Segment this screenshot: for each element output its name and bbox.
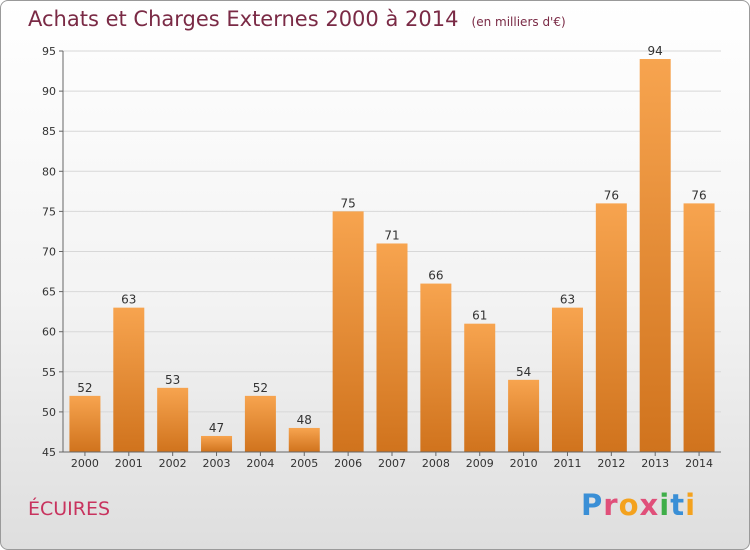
y-tick-label: 45 — [42, 446, 56, 459]
x-tick-label: 2014 — [685, 457, 713, 470]
x-tick-label: 2007 — [378, 457, 406, 470]
x-tick-label: 2010 — [510, 457, 538, 470]
x-tick-label: 2004 — [246, 457, 274, 470]
bar — [69, 395, 101, 452]
y-tick-label: 85 — [42, 125, 56, 138]
bar-value-label: 75 — [340, 196, 355, 210]
bar-value-label: 76 — [604, 188, 619, 202]
y-tick-label: 80 — [42, 165, 56, 178]
logo-letter: o — [618, 488, 640, 522]
y-tick-label: 55 — [42, 366, 56, 379]
bar-value-label: 63 — [560, 293, 575, 307]
y-tick-label: 75 — [42, 205, 56, 218]
y-tick-label: 90 — [42, 85, 56, 98]
y-tick-label: 50 — [42, 406, 56, 419]
bars: 52 63 53 47 52 48 75 71 66 61 54 63 76 94 76 — [69, 44, 715, 453]
bar — [639, 59, 671, 453]
x-tick-label: 2011 — [553, 457, 581, 470]
axes: 45 50 55 60 65 70 75 80 85 90 95 2000 2001 2002 2003 20… — [42, 45, 721, 470]
x-tick-label: 2006 — [334, 457, 362, 470]
bar-value-label: 63 — [121, 293, 136, 307]
proxiti-logo: Proxiti — [581, 488, 696, 522]
bar — [157, 387, 189, 452]
commune-name: ÉCUIRES — [28, 498, 111, 520]
y-tick-label: 95 — [42, 45, 56, 58]
bar — [288, 427, 320, 452]
chart-title-block: Achats et Charges Externes 2000 à 2014 (… — [28, 7, 566, 31]
bar — [332, 211, 364, 452]
bar-value-label: 53 — [165, 373, 180, 387]
bar-value-label: 47 — [209, 421, 224, 435]
bar — [113, 307, 145, 452]
bar — [464, 323, 496, 452]
bar-value-label: 54 — [516, 365, 531, 379]
logo-letter: i — [685, 488, 697, 522]
chart-title: Achats et Charges Externes 2000 à 2014 — [28, 7, 459, 31]
x-tick-label: 2002 — [159, 457, 187, 470]
logo-letter: t — [670, 488, 686, 522]
bar — [595, 203, 627, 452]
logo-letter: r — [603, 488, 619, 522]
logo-letter: x — [639, 488, 660, 522]
x-tick-label: 2003 — [203, 457, 231, 470]
y-tick-label: 60 — [42, 326, 56, 339]
x-tick-label: 2012 — [597, 457, 625, 470]
x-tick-label: 2005 — [290, 457, 318, 470]
bar — [420, 283, 452, 452]
bar-value-label: 52 — [253, 381, 268, 395]
x-tick-label: 2013 — [641, 457, 669, 470]
x-tick-label: 2008 — [422, 457, 450, 470]
bar-value-label: 52 — [77, 381, 92, 395]
bar-value-label: 61 — [472, 309, 487, 323]
bar-value-label: 48 — [297, 413, 312, 427]
bar — [201, 435, 233, 452]
x-tick-label: 2009 — [466, 457, 494, 470]
bar — [683, 203, 715, 452]
bar-value-label: 76 — [691, 188, 706, 202]
logo-letter: P — [581, 488, 604, 522]
x-tick-label: 2001 — [115, 457, 143, 470]
y-tick-label: 65 — [42, 286, 56, 299]
y-tick-label: 70 — [42, 246, 56, 259]
x-tick-label: 2000 — [71, 457, 99, 470]
chart-subtitle: (en milliers d'€) — [471, 15, 566, 29]
bar — [508, 379, 540, 452]
bar-value-label: 66 — [428, 269, 443, 283]
bar — [376, 243, 408, 452]
bar-value-label: 71 — [384, 228, 399, 242]
bar — [244, 395, 276, 452]
logo-letter: i — [659, 488, 671, 522]
bar-value-label: 94 — [648, 44, 663, 58]
bar — [551, 307, 583, 452]
